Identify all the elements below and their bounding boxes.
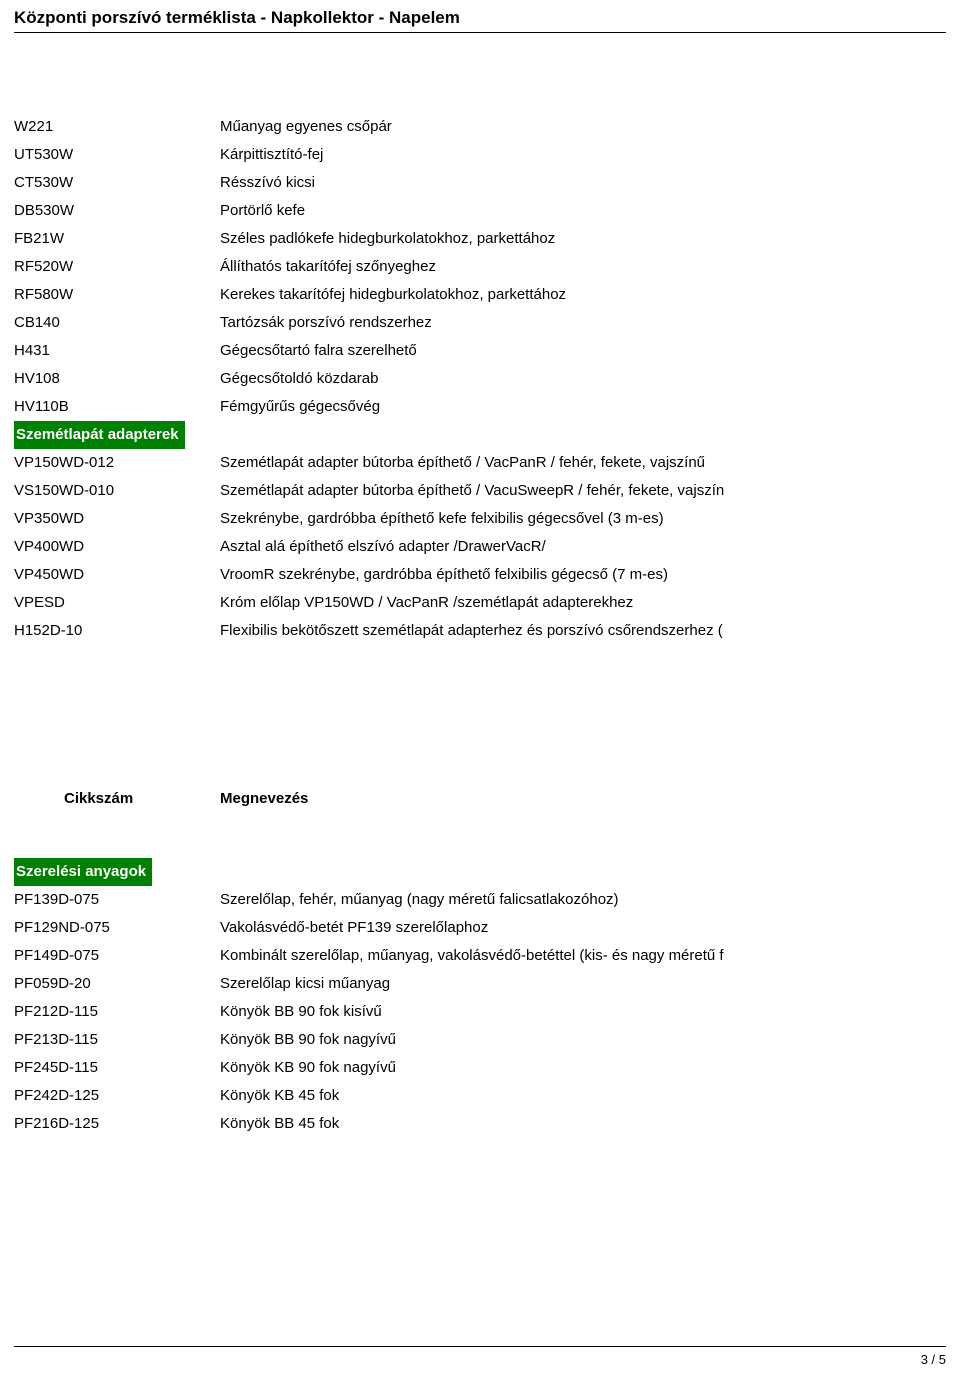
product-table: W221Műanyag egyenes csőpárUT530WKárpitti… — [14, 113, 946, 1138]
product-description: Könyök BB 45 fok — [220, 1110, 946, 1138]
product-code: PF059D-20 — [14, 970, 220, 998]
product-row: PF129ND-075Vakolásvédő-betét PF139 szere… — [14, 914, 946, 942]
product-row: W221Műanyag egyenes csőpár — [14, 113, 946, 141]
product-row: PF245D-115Könyök KB 90 fok nagyívű — [14, 1054, 946, 1082]
product-description: Szerelőlap kicsi műanyag — [220, 970, 946, 998]
product-row: PF212D-115Könyök BB 90 fok kisívű — [14, 998, 946, 1026]
product-row: VPESDKróm előlap VP150WD / VacPanR /szem… — [14, 589, 946, 617]
product-code: PF242D-125 — [14, 1082, 220, 1110]
product-code: PF216D-125 — [14, 1110, 220, 1138]
content-area: W221Műanyag egyenes csőpárUT530WKárpitti… — [0, 113, 960, 1138]
footer-divider — [14, 1346, 946, 1347]
product-code: W221 — [14, 113, 220, 141]
product-code: VP350WD — [14, 505, 220, 533]
product-description: Résszívó kicsi — [220, 169, 946, 197]
product-description: Tartózsák porszívó rendszerhez — [220, 309, 946, 337]
product-description: Króm előlap VP150WD / VacPanR /szemétlap… — [220, 589, 946, 617]
product-code: RF580W — [14, 281, 220, 309]
product-code: H152D-10 — [14, 617, 220, 645]
product-description: Vakolásvédő-betét PF139 szerelőlaphoz — [220, 914, 946, 942]
product-code: H431 — [14, 337, 220, 365]
product-row: VP400WDAsztal alá építhető elszívó adapt… — [14, 533, 946, 561]
product-description: Állíthatós takarítófej szőnyeghez — [220, 253, 946, 281]
product-code: VP150WD-012 — [14, 449, 220, 477]
product-row: H431Gégecsőtartó falra szerelhető — [14, 337, 946, 365]
product-description: Széles padlókefe hidegburkolatokhoz, par… — [220, 225, 946, 253]
product-code: PF213D-115 — [14, 1026, 220, 1054]
product-code: RF520W — [14, 253, 220, 281]
section-header: Szerelési anyagok — [14, 858, 152, 886]
product-description: Szerelőlap, fehér, műanyag (nagy méretű … — [220, 886, 946, 914]
product-row: VP350WDSzekrénybe, gardróbba építhető ke… — [14, 505, 946, 533]
product-code: PF139D-075 — [14, 886, 220, 914]
product-row: RF520WÁllíthatós takarítófej szőnyeghez — [14, 253, 946, 281]
product-description: Gégecsőtoldó közdarab — [220, 365, 946, 393]
product-description: Könyök BB 90 fok kisívű — [220, 998, 946, 1026]
product-row: UT530WKárpittisztító-fej — [14, 141, 946, 169]
product-row: PF139D-075Szerelőlap, fehér, műanyag (na… — [14, 886, 946, 914]
product-row: PF242D-125Könyök KB 45 fok — [14, 1082, 946, 1110]
product-row: CT530WRésszívó kicsi — [14, 169, 946, 197]
product-row: H152D-10Flexibilis bekötőszett szemétlap… — [14, 617, 946, 645]
product-description: Könyök KB 45 fok — [220, 1082, 946, 1110]
product-row: VS150WD-010Szemétlapát adapter bútorba é… — [14, 477, 946, 505]
product-code: VS150WD-010 — [14, 477, 220, 505]
title-divider — [14, 32, 946, 33]
product-description: Gégecsőtartó falra szerelhető — [220, 337, 946, 365]
product-row: VP150WD-012Szemétlapát adapter bútorba é… — [14, 449, 946, 477]
product-code: VP400WD — [14, 533, 220, 561]
product-code: CB140 — [14, 309, 220, 337]
page-title: Központi porszívó terméklista - Napkolle… — [0, 0, 960, 32]
product-description: Szemétlapát adapter bútorba építhető / V… — [220, 449, 946, 477]
product-description: Asztal alá építhető elszívó adapter /Dra… — [220, 533, 946, 561]
product-description: Flexibilis bekötőszett szemétlapát adapt… — [220, 617, 946, 645]
product-code: HV110B — [14, 393, 220, 421]
section-header-row: Szerelési anyagok — [14, 858, 946, 886]
product-row: RF580WKerekes takarítófej hidegburkolato… — [14, 281, 946, 309]
product-code: FB21W — [14, 225, 220, 253]
product-row: PF059D-20Szerelőlap kicsi műanyag — [14, 970, 946, 998]
product-row: DB530WPortörlő kefe — [14, 197, 946, 225]
product-description: VroomR szekrénybe, gardróbba építhető fe… — [220, 561, 946, 589]
product-code: UT530W — [14, 141, 220, 169]
product-code: PF212D-115 — [14, 998, 220, 1026]
column-header-row: CikkszámMegnevezés — [14, 785, 946, 813]
section-header-row: Szemétlapát adapterek — [14, 421, 946, 449]
column-header-code: Cikkszám — [14, 785, 220, 813]
product-code: PF149D-075 — [14, 942, 220, 970]
product-description: Műanyag egyenes csőpár — [220, 113, 946, 141]
product-row: PF216D-125Könyök BB 45 fok — [14, 1110, 946, 1138]
product-row: HV110BFémgyűrűs gégecsővég — [14, 393, 946, 421]
product-description: Fémgyűrűs gégecsővég — [220, 393, 946, 421]
product-row: FB21WSzéles padlókefe hidegburkolatokhoz… — [14, 225, 946, 253]
product-row: HV108Gégecsőtoldó közdarab — [14, 365, 946, 393]
product-code: DB530W — [14, 197, 220, 225]
product-code: HV108 — [14, 365, 220, 393]
product-code: VPESD — [14, 589, 220, 617]
product-description: Portörlő kefe — [220, 197, 946, 225]
product-description: Kerekes takarítófej hidegburkolatokhoz, … — [220, 281, 946, 309]
column-header-desc: Megnevezés — [220, 785, 946, 813]
product-code: PF245D-115 — [14, 1054, 220, 1082]
product-code: VP450WD — [14, 561, 220, 589]
product-description: Kárpittisztító-fej — [220, 141, 946, 169]
product-description: Szekrénybe, gardróbba építhető kefe felx… — [220, 505, 946, 533]
product-row: CB140Tartózsák porszívó rendszerhez — [14, 309, 946, 337]
product-description: Könyök BB 90 fok nagyívű — [220, 1026, 946, 1054]
product-code: CT530W — [14, 169, 220, 197]
page-number: 3 / 5 — [921, 1352, 946, 1367]
product-row: VP450WDVroomR szekrénybe, gardróbba épít… — [14, 561, 946, 589]
product-row: PF213D-115Könyök BB 90 fok nagyívű — [14, 1026, 946, 1054]
product-code: PF129ND-075 — [14, 914, 220, 942]
product-description: Könyök KB 90 fok nagyívű — [220, 1054, 946, 1082]
product-row: PF149D-075Kombinált szerelőlap, műanyag,… — [14, 942, 946, 970]
product-description: Kombinált szerelőlap, műanyag, vakolásvé… — [220, 942, 946, 970]
product-description: Szemétlapát adapter bútorba építhető / V… — [220, 477, 946, 505]
section-header: Szemétlapát adapterek — [14, 421, 185, 449]
